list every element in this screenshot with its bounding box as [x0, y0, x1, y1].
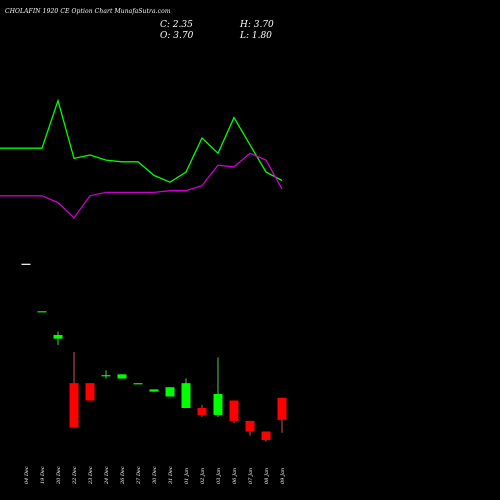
x-tick-label: 22 Dec [72, 466, 78, 485]
candle [53, 331, 63, 345]
x-tick-label: 08 Jan [264, 468, 270, 484]
open-value: O: 3.70 [160, 31, 194, 41]
candle-body [101, 375, 111, 377]
x-tick-label: 03 Jan [216, 468, 222, 484]
candle-body [197, 407, 207, 415]
candle [21, 263, 31, 265]
candle [197, 404, 207, 417]
x-tick-label: 19 Dec [40, 466, 46, 484]
indicator-line-1 [0, 98, 283, 183]
indicator-line-2 [0, 152, 283, 219]
candle-body [261, 431, 271, 441]
x-tick-label: 26 Dec [120, 466, 126, 485]
candle-body [117, 374, 127, 379]
candle [149, 389, 159, 392]
candle-body [149, 389, 159, 392]
candle-body [53, 334, 63, 339]
candle [245, 420, 255, 436]
candle-body [133, 383, 143, 385]
x-tick-label: 02 Jan [200, 468, 206, 484]
candle [117, 374, 127, 379]
candle [37, 311, 47, 313]
candle [261, 431, 271, 442]
candle-body [181, 383, 191, 408]
x-tick-label: 04 Dec [24, 466, 30, 484]
candle-body [37, 311, 47, 313]
candle [181, 378, 191, 408]
candle-body [69, 383, 79, 428]
candle [85, 383, 95, 401]
x-tick-label: 06 Jan [232, 468, 238, 484]
x-tick-label: 07 Jan [248, 468, 254, 484]
chart-title: CHOLAFIN 1920 CE Option Chart MunafaSutr… [5, 8, 171, 15]
x-tick-label: 30 Dec [152, 466, 158, 484]
indicator-lines [0, 98, 283, 219]
candle-body [229, 400, 239, 421]
close-value: C: 2.35 [160, 20, 193, 30]
candle-body [213, 394, 223, 415]
candle [165, 387, 175, 397]
candle-body [165, 387, 175, 397]
candle-body [85, 383, 95, 401]
candle [69, 352, 79, 428]
candle [133, 383, 143, 385]
x-tick-label: 31 Dec [168, 466, 174, 484]
candles [21, 263, 287, 442]
x-axis-labels: 04 Dec 19 Dec 20 Dec 22 Dec 23 Dec 24 Dec 26 D… [24, 466, 286, 485]
candle-body [21, 263, 31, 265]
candle-body [245, 420, 255, 432]
candle [213, 357, 223, 417]
x-tick-label: 23 Dec [88, 466, 94, 485]
candle [229, 400, 239, 424]
x-tick-label: 24 Dec [104, 466, 110, 485]
high-value: H: 3.70 [240, 20, 274, 30]
x-tick-label: 27 Dec [136, 466, 142, 485]
candle [101, 370, 111, 379]
x-tick-label: 01 Jan [184, 468, 190, 484]
candle [277, 397, 287, 433]
x-tick-label: 20 Dec [56, 466, 62, 485]
low-value: L: 1.80 [240, 31, 272, 41]
candle-body [277, 397, 287, 420]
x-tick-label: 09 Jan [280, 468, 286, 484]
